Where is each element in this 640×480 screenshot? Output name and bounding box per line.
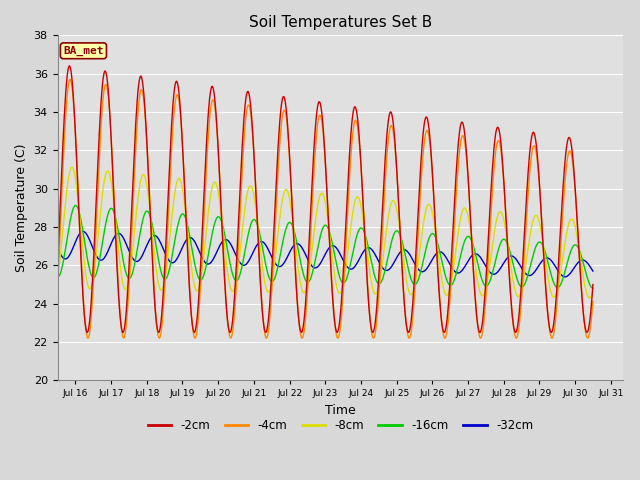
Text: BA_met: BA_met: [63, 46, 104, 56]
X-axis label: Time: Time: [325, 404, 356, 417]
Legend: -2cm, -4cm, -8cm, -16cm, -32cm: -2cm, -4cm, -8cm, -16cm, -32cm: [143, 414, 538, 437]
Title: Soil Temperatures Set B: Soil Temperatures Set B: [249, 15, 432, 30]
Y-axis label: Soil Temperature (C): Soil Temperature (C): [15, 144, 28, 272]
